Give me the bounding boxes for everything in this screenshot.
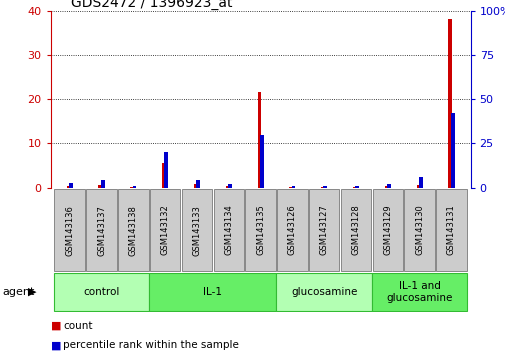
- FancyBboxPatch shape: [340, 189, 371, 271]
- Bar: [228, 184, 231, 188]
- Bar: [384, 186, 388, 188]
- Bar: [386, 184, 390, 188]
- FancyBboxPatch shape: [181, 189, 212, 271]
- FancyBboxPatch shape: [309, 189, 339, 271]
- FancyBboxPatch shape: [86, 189, 117, 271]
- Text: IL-1: IL-1: [203, 287, 222, 297]
- Text: GSM143129: GSM143129: [383, 205, 391, 256]
- Text: IL-1 and
glucosamine: IL-1 and glucosamine: [386, 281, 452, 303]
- Bar: [132, 186, 136, 188]
- Bar: [162, 163, 166, 188]
- Text: ■: ■: [50, 321, 61, 331]
- FancyBboxPatch shape: [371, 273, 467, 311]
- Text: ▶: ▶: [28, 287, 36, 297]
- Text: GSM143127: GSM143127: [319, 205, 328, 256]
- FancyBboxPatch shape: [403, 189, 434, 271]
- FancyBboxPatch shape: [213, 189, 243, 271]
- FancyBboxPatch shape: [372, 189, 402, 271]
- Text: GDS2472 / 1396923_at: GDS2472 / 1396923_at: [71, 0, 232, 10]
- Bar: [164, 152, 168, 188]
- Text: agent: agent: [3, 287, 35, 297]
- Bar: [67, 186, 70, 188]
- Bar: [130, 187, 134, 188]
- Bar: [259, 135, 263, 188]
- FancyBboxPatch shape: [435, 189, 466, 271]
- Text: GSM143136: GSM143136: [65, 205, 74, 256]
- Bar: [289, 187, 292, 188]
- Text: count: count: [63, 321, 92, 331]
- Bar: [321, 187, 324, 188]
- Text: GSM143128: GSM143128: [351, 205, 360, 256]
- Text: GSM143126: GSM143126: [287, 205, 296, 256]
- Bar: [69, 183, 73, 188]
- Text: control: control: [83, 287, 120, 297]
- Bar: [450, 113, 453, 188]
- Text: GSM143137: GSM143137: [97, 205, 106, 256]
- FancyBboxPatch shape: [149, 273, 276, 311]
- Bar: [447, 19, 451, 188]
- Bar: [225, 186, 229, 188]
- Text: GSM143133: GSM143133: [192, 205, 201, 256]
- Bar: [323, 186, 327, 188]
- Bar: [291, 186, 295, 188]
- FancyBboxPatch shape: [118, 189, 148, 271]
- FancyBboxPatch shape: [149, 189, 180, 271]
- Bar: [418, 177, 422, 188]
- FancyBboxPatch shape: [276, 273, 371, 311]
- Text: GSM143135: GSM143135: [256, 205, 265, 256]
- FancyBboxPatch shape: [54, 273, 149, 311]
- Bar: [196, 180, 199, 188]
- Text: glucosamine: glucosamine: [290, 287, 357, 297]
- Text: GSM143132: GSM143132: [160, 205, 169, 256]
- Bar: [193, 184, 197, 188]
- Text: ■: ■: [50, 340, 61, 350]
- Bar: [98, 185, 102, 188]
- FancyBboxPatch shape: [55, 189, 85, 271]
- Text: GSM143131: GSM143131: [446, 205, 455, 256]
- Text: GSM143130: GSM143130: [415, 205, 423, 256]
- Text: GSM143134: GSM143134: [224, 205, 233, 256]
- FancyBboxPatch shape: [277, 189, 307, 271]
- Bar: [257, 92, 261, 188]
- Bar: [352, 187, 356, 188]
- Bar: [416, 185, 420, 188]
- Text: percentile rank within the sample: percentile rank within the sample: [63, 340, 239, 350]
- Bar: [355, 186, 359, 188]
- FancyBboxPatch shape: [245, 189, 275, 271]
- Bar: [100, 180, 105, 188]
- Text: GSM143138: GSM143138: [129, 205, 137, 256]
